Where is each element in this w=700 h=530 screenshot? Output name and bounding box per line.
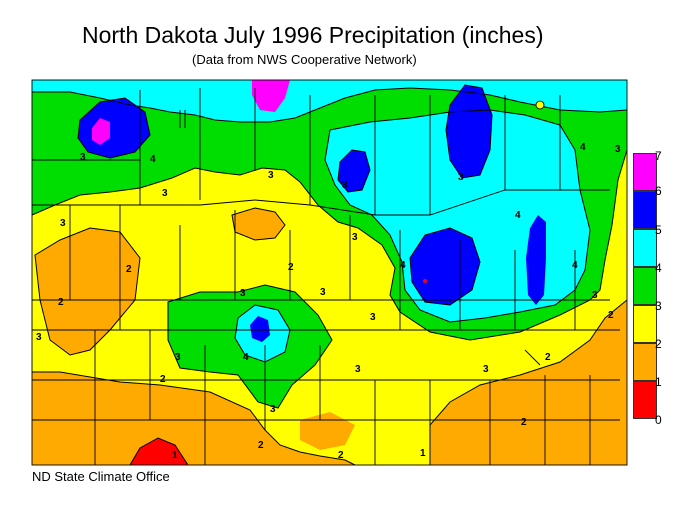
contour-label: 3 [370, 312, 376, 323]
legend-label-1: 1 [655, 375, 662, 389]
contour-label: 4 [243, 352, 249, 363]
legend-label-2: 2 [655, 337, 662, 351]
region-1-2in-southeast [430, 300, 627, 465]
contour-label: 3 [342, 180, 348, 191]
contour-label: 3 [355, 364, 361, 375]
legend-label-5: 5 [655, 223, 662, 237]
contour-label: 4 [572, 260, 578, 271]
region-1-2in-west [35, 228, 140, 355]
region-6-7in-north [252, 80, 290, 112]
contour-label: 2 [58, 297, 64, 308]
map-title: North Dakota July 1996 Precipitation (in… [82, 22, 544, 48]
contour-label: 3 [60, 218, 66, 229]
region-1-2in-southwest [32, 372, 355, 465]
legend-label-4: 4 [655, 261, 662, 275]
contour-label: 2 [288, 262, 294, 273]
contour-label: 1 [420, 448, 426, 459]
contour-label: 2 [521, 417, 527, 428]
contour-label: 4 [515, 210, 521, 221]
contour-label: 3 [175, 352, 181, 363]
contour-value-labels: 4 3 3 3 2 2 2 3 4 3 2 3 3 3 4 4 4 4 3 3 … [36, 142, 621, 461]
legend-swatch-2-3 [633, 305, 657, 343]
region-5-6in-northeast [446, 85, 492, 178]
legend-label-6: 6 [655, 184, 662, 198]
contour-label: 3 [592, 290, 598, 301]
legend-swatch-1-2 [633, 343, 657, 381]
contour-label: 3 [483, 364, 489, 375]
contour-label: 3 [36, 332, 42, 343]
county-boundaries [31, 79, 628, 466]
contour-label: 2 [126, 264, 132, 275]
contour-label: 3 [162, 188, 168, 199]
region-5-6in-east [526, 215, 546, 305]
legend-label-3: 3 [655, 299, 662, 313]
region-6-7in-northwest [92, 118, 110, 145]
station-marker [535, 100, 545, 110]
credit-text: ND State Climate Office [32, 469, 170, 484]
region-1-2in-south [300, 412, 355, 450]
legend-label-7: 7 [655, 149, 662, 163]
legend-label-0: 0 [655, 413, 662, 427]
contour-label: 3 [615, 144, 621, 155]
contour-label: 2 [338, 450, 344, 461]
station-marker [423, 279, 427, 283]
contour-label: 4 [580, 142, 586, 153]
legend-swatch-3-4 [633, 267, 657, 305]
legend-swatch-6-7 [633, 153, 657, 191]
region-5-6in-north [338, 150, 370, 192]
contour-label: 1 [172, 450, 178, 461]
contour-label: 2 [545, 352, 551, 363]
map-subtitle: (Data from NWS Cooperative Network) [192, 52, 417, 67]
region-5-6in-northwest [78, 98, 150, 158]
region-5-6in-east-center [410, 228, 480, 305]
contour-label: 2 [608, 310, 614, 321]
contour-label: 3 [270, 404, 276, 415]
contour-label: 4 [150, 154, 156, 165]
contour-label: 3 [458, 172, 464, 183]
contour-label: 2 [160, 374, 166, 385]
contour-label: 3 [240, 288, 246, 299]
region-5-6in-central [250, 316, 270, 342]
contour-label: 2 [258, 440, 264, 451]
contour-label: 3 [268, 170, 274, 181]
legend [633, 153, 657, 421]
legend-swatch-0-1 [633, 381, 657, 419]
legend-swatch-4-5 [633, 229, 657, 267]
contour-label: 3 [80, 152, 86, 163]
region-4-5in-northeast [325, 110, 590, 322]
contour-label: 4 [400, 260, 406, 271]
contour-label: 3 [352, 232, 358, 243]
contour-label: 3 [320, 287, 326, 298]
contour-lines [31, 84, 628, 466]
legend-swatch-5-6 [633, 191, 657, 229]
region-1-2in-center [232, 208, 285, 240]
